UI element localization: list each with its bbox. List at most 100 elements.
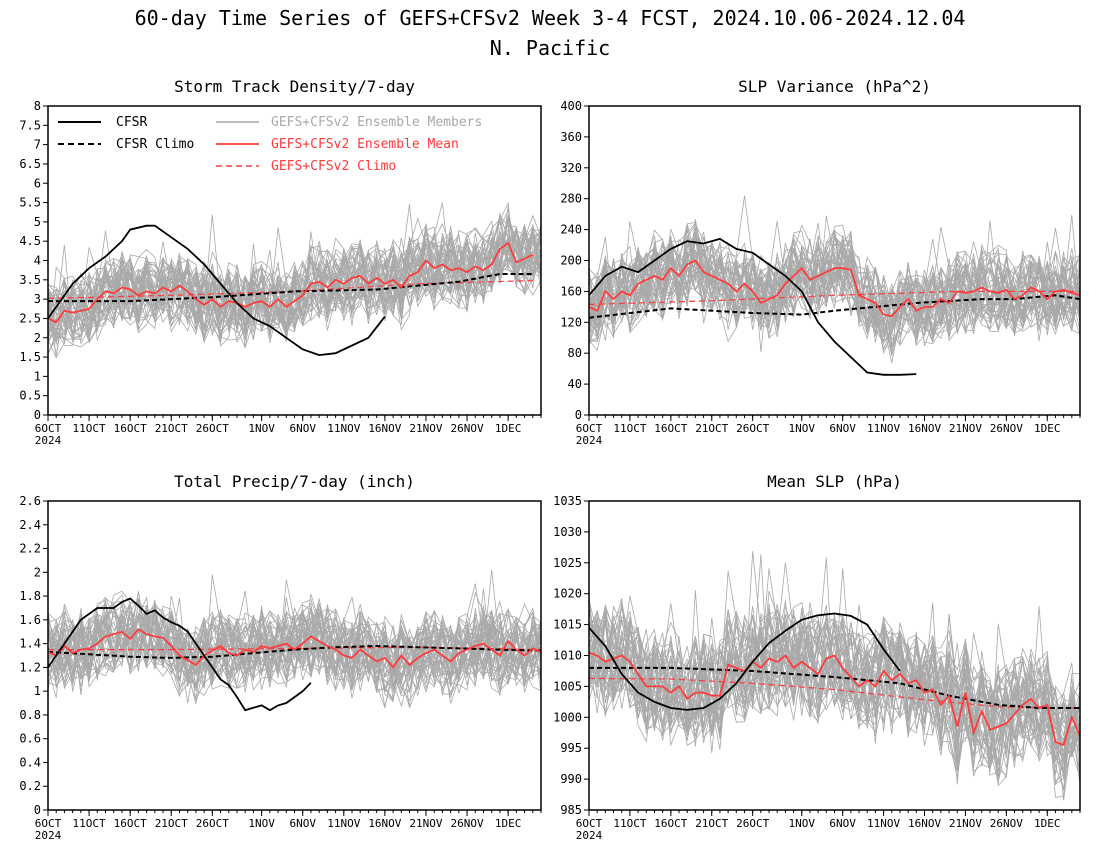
y-tick-label: 2.5: [19, 311, 41, 325]
y-tick-label: 0.2: [19, 779, 41, 793]
y-tick-label: 0.5: [19, 389, 41, 403]
x-tick-label: 11OCT: [613, 422, 646, 435]
chart-title: Mean SLP (hPa): [767, 472, 902, 491]
y-tick-label: 1020: [553, 587, 582, 601]
y-tick-label: 2: [34, 331, 41, 345]
x-tick-label: 16OCT: [114, 817, 147, 830]
y-tick-label: 120: [560, 315, 582, 329]
ens-mean-line: [589, 651, 1080, 747]
x-tick-label: 11OCT: [73, 817, 106, 830]
y-tick-label: 6: [34, 176, 41, 190]
y-tick-label: 360: [560, 130, 582, 144]
y-tick-label: 7.5: [19, 118, 41, 132]
ens-climo-line: [589, 677, 1080, 709]
ensemble-member-line: [589, 568, 1080, 789]
legend-label-cfsr-climo: CFSR Climo: [116, 137, 194, 152]
x-tick-label: 26OCT: [736, 422, 769, 435]
y-tick-label: 8: [34, 99, 41, 113]
y-tick-label: 4.5: [19, 234, 41, 248]
y-tick-label: 0.8: [19, 708, 41, 722]
plot-area: [589, 195, 1080, 376]
ensemble-member-line: [48, 235, 541, 349]
x-year-label: 2024: [576, 434, 603, 447]
x-axis: 6OCT 11OCT 16OCT 21OCT 26OCT 1NOV 6NOV 11NOV 16N…: [576, 415, 1081, 447]
x-tick-label: 26NOV: [450, 817, 483, 830]
x-tick-label: 1NOV: [789, 422, 816, 435]
y-tick-label: 1025: [553, 556, 582, 570]
x-tick-label: 11OCT: [613, 817, 646, 830]
x-tick-label: 16NOV: [908, 422, 941, 435]
x-tick-label: 1NOV: [248, 817, 275, 830]
chart-title: Storm Track Density/7-day: [174, 77, 415, 96]
y-tick-label: 3.5: [19, 273, 41, 287]
x-tick-label: 1DEC: [1034, 422, 1061, 435]
y-axis: 0 0.2 0.4 0.6 0.8 1 1.2 1.4 1.6 1.8 2 2.2 2.4 2.6: [19, 494, 48, 817]
plot-area: [589, 551, 1080, 801]
x-tick-label: 21OCT: [155, 422, 188, 435]
y-tick-label: 2: [34, 565, 41, 579]
ensemble-member-line: [589, 219, 1080, 336]
ensemble-member-line: [48, 222, 541, 341]
x-tick-label: 1NOV: [789, 817, 816, 830]
y-tick-label: 990: [560, 772, 582, 786]
x-tick-label: 11NOV: [867, 817, 900, 830]
x-tick-label: 11NOV: [327, 422, 360, 435]
ensemble-member-line: [48, 606, 541, 703]
y-tick-label: 1.2: [19, 660, 41, 674]
y-tick-label: 5: [34, 215, 41, 229]
ens-mean-line: [48, 628, 541, 669]
ensemble-member-line: [48, 604, 541, 691]
y-tick-label: 6.5: [19, 157, 41, 171]
y-tick-label: 1005: [553, 679, 582, 693]
cfsr-line: [589, 237, 917, 376]
chart-panel-2: SLP Variance (hPa^2) 0 40 80 120 160 200 240 280…: [560, 77, 1081, 447]
y-tick-label: 1.4: [19, 637, 41, 651]
x-tick-label: 21OCT: [695, 422, 728, 435]
x-tick-label: 21NOV: [949, 422, 982, 435]
y-tick-label: 280: [560, 192, 582, 206]
ens-climo-line: [589, 290, 1080, 306]
x-tick-label: 26NOV: [450, 422, 483, 435]
ensemble-member-line: [589, 215, 1080, 331]
x-tick-label: 21NOV: [949, 817, 982, 830]
y-tick-label: 0.4: [19, 755, 41, 769]
chart-panels: Storm Track Density/7-day 0 0.5 1 1.5 2 2.5 3 3.…: [19, 77, 1081, 842]
y-tick-label: 40: [568, 377, 582, 391]
y-tick-label: 2.4: [19, 518, 41, 532]
y-tick-label: 1010: [553, 649, 582, 663]
cfsr-climo-line: [48, 644, 541, 659]
y-tick-label: 80: [568, 346, 582, 360]
x-year-label: 2024: [35, 434, 62, 447]
x-tick-label: 6OCT: [35, 817, 62, 830]
x-tick-label: 16OCT: [654, 817, 687, 830]
ensemble-member-line: [589, 234, 1080, 346]
x-tick-label: 21OCT: [695, 817, 728, 830]
y-tick-label: 0.6: [19, 732, 41, 746]
x-tick-label: 26NOV: [990, 817, 1023, 830]
y-tick-label: 995: [560, 741, 582, 755]
x-tick-label: 26OCT: [736, 817, 769, 830]
ensemble-member-line: [48, 230, 541, 337]
y-tick-label: 1015: [553, 618, 582, 632]
x-tick-label: 1DEC: [495, 422, 522, 435]
cfsr-line: [48, 224, 386, 357]
ensemble-member-line: [589, 570, 1080, 785]
y-tick-label: 7: [34, 138, 41, 152]
x-tick-label: 26NOV: [990, 422, 1023, 435]
ensemble-member-line: [589, 604, 1080, 791]
y-tick-label: 2.6: [19, 494, 41, 508]
chart-title: Total Precip/7-day (inch): [174, 472, 415, 491]
y-tick-label: 0: [575, 408, 582, 422]
ensemble-members: [48, 201, 541, 359]
ensemble-member-line: [589, 239, 1080, 347]
x-tick-label: 6NOV: [829, 422, 856, 435]
ensemble-member-line: [48, 597, 541, 683]
x-axis: 6OCT 11OCT 16OCT 21OCT 26OCT 1NOV 6NOV 11NOV 16N…: [35, 415, 542, 447]
x-year-label: 2024: [35, 829, 62, 842]
ens-climo-line: [48, 280, 533, 299]
x-axis: 6OCT 11OCT 16OCT 21OCT 26OCT 1NOV 6NOV 11NOV 16N…: [576, 810, 1081, 842]
legend-label-ens-mean: GEFS+CFSv2 Ensemble Mean: [271, 137, 459, 152]
figure-title: 60-day Time Series of GEFS+CFSv2 Week 3-…: [135, 6, 966, 30]
x-tick-label: 16NOV: [908, 817, 941, 830]
